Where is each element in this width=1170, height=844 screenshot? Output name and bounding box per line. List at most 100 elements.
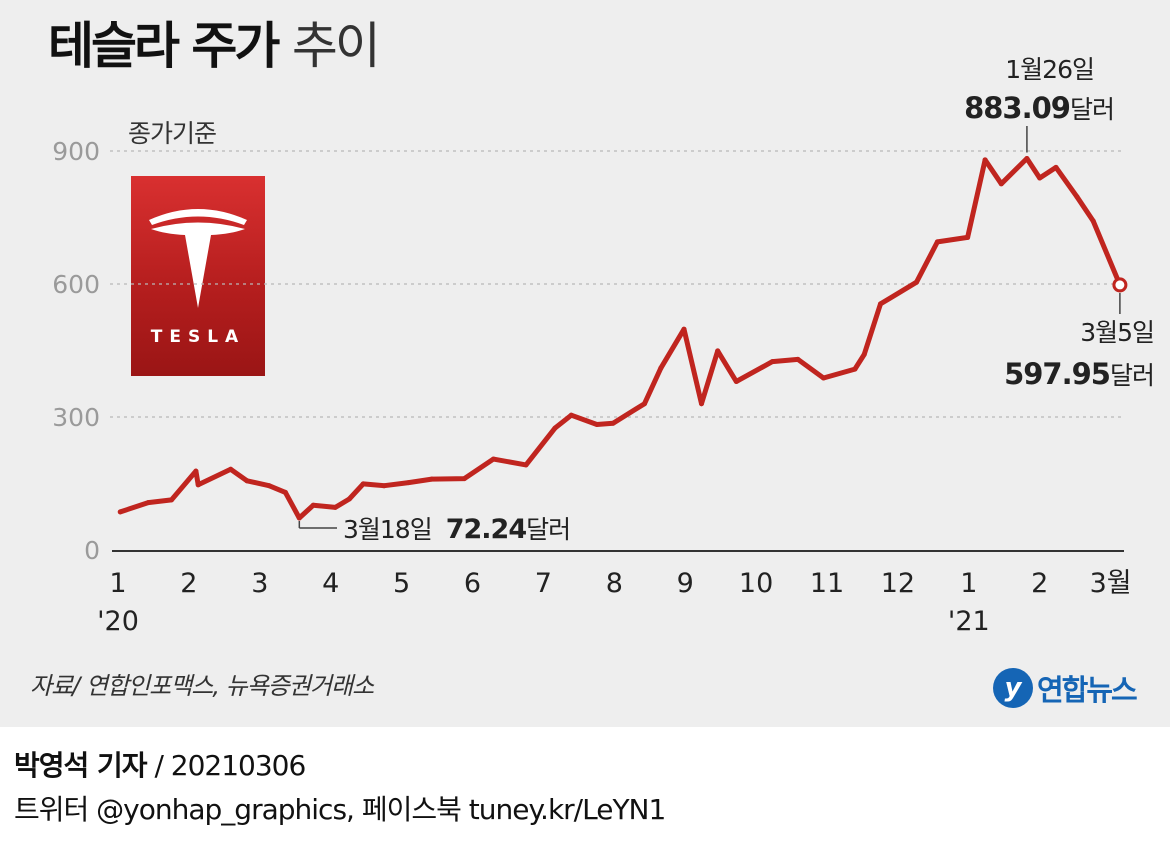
data-point xyxy=(1053,164,1059,170)
data-point xyxy=(461,476,467,482)
data-point xyxy=(965,234,971,240)
data-point xyxy=(642,401,647,407)
series-layer xyxy=(117,156,1128,521)
x-tick-label: 8 xyxy=(606,568,623,599)
data-point xyxy=(852,366,858,372)
data-point xyxy=(594,422,600,427)
title-light: 추이 xyxy=(291,17,381,75)
x-tick-label: 11 xyxy=(810,568,844,599)
data-point xyxy=(406,480,412,486)
byline: 박영석 기자 / 20210306 xyxy=(14,744,307,784)
y-axis-ticks: 0 300 600 900 xyxy=(52,137,100,565)
low-annotation: 3월18일 72.24달러 xyxy=(298,514,571,545)
data-point xyxy=(795,356,801,362)
data-point xyxy=(715,348,721,354)
last-date-label: 3월5일 xyxy=(1080,318,1154,347)
y-tick-label: 0 xyxy=(84,536,100,565)
x-tick-label: 2 xyxy=(180,568,197,599)
x-axis-ticks: 1 2 3 4 5 6 7 8 9 10 11 12 1 2 3월'20'21 xyxy=(97,568,1132,637)
x-tick-label: 9 xyxy=(677,568,694,599)
x-tick-label: 1 xyxy=(960,568,977,599)
last-annotation-text: 597.95달러 xyxy=(1004,357,1154,391)
data-point xyxy=(332,504,338,510)
high-annotation: 1월26일 883.09달러 xyxy=(964,55,1115,153)
social-links: 트위터 @yonhap_graphics, 페이스북 tuney.kr/LeYN… xyxy=(14,793,666,826)
low-value-label: 72.24 xyxy=(446,514,527,545)
data-point xyxy=(552,425,558,431)
data-point xyxy=(193,468,199,474)
y-tick-label: 900 xyxy=(52,137,100,166)
last-value-label: 597.95 xyxy=(1004,357,1110,391)
reporter-name: 박영석 기자 xyxy=(14,749,148,782)
year-label: '21 xyxy=(948,606,990,637)
year-label: '20 xyxy=(97,606,139,637)
data-point xyxy=(1037,175,1043,181)
data-point xyxy=(169,497,174,503)
data-point xyxy=(681,326,687,332)
high-date-label: 1월26일 xyxy=(1005,55,1094,84)
data-point xyxy=(266,483,272,489)
low-date-label: 3월18일 xyxy=(343,515,432,544)
low-unit-label: 달러 xyxy=(526,515,570,544)
data-point xyxy=(145,500,151,506)
y-tick-label: 300 xyxy=(52,403,100,432)
data-point xyxy=(769,359,775,365)
y-tick-label: 600 xyxy=(52,270,100,299)
data-point xyxy=(117,509,123,515)
high-unit-label: 달러 xyxy=(1070,95,1114,124)
last-annotation: 3월5일 597.95달러 xyxy=(1004,292,1155,391)
low-annotation-text: 3월18일 72.24달러 xyxy=(343,514,570,545)
title-strong: 테슬라 주가 xyxy=(48,17,280,75)
high-value-label: 883.09 xyxy=(964,91,1070,125)
data-point xyxy=(310,502,316,508)
data-point xyxy=(523,462,529,468)
x-tick-label: 12 xyxy=(881,568,915,599)
x-tick-label: 4 xyxy=(322,568,339,599)
data-point xyxy=(733,379,739,384)
data-point xyxy=(1074,194,1080,200)
data-point xyxy=(861,352,867,357)
tesla-logo: TESLA xyxy=(131,176,265,376)
data-point xyxy=(296,515,302,521)
data-point xyxy=(346,496,352,502)
page-title: 테슬라 주가 추이 xyxy=(48,14,381,78)
x-tick-label: 7 xyxy=(535,568,552,599)
data-point xyxy=(878,301,883,307)
x-tick-label: 5 xyxy=(393,568,410,599)
yonhap-brand: y 연합뉴스 xyxy=(993,664,1138,712)
basis-label: 종가기준 xyxy=(128,119,217,148)
annotations: 3월18일 72.24달러 1월26일 883.09달러 3월5일 597.95달… xyxy=(298,55,1155,545)
byline-separator: / xyxy=(146,749,171,782)
data-point xyxy=(1024,156,1030,161)
brand-name: 연합뉴스 xyxy=(1037,673,1138,707)
x-tick-label: 3 xyxy=(251,568,268,599)
data-point xyxy=(610,420,616,426)
data-point xyxy=(699,401,704,407)
data-point xyxy=(195,482,201,488)
last-unit-label: 달러 xyxy=(1110,361,1154,390)
tesla-wordmark: TESLA xyxy=(151,327,245,347)
last-point-marker xyxy=(1112,277,1128,293)
data-point xyxy=(244,478,250,484)
data-point xyxy=(568,412,574,418)
data-point xyxy=(934,239,940,245)
data-point xyxy=(282,489,288,495)
x-tick-label: 6 xyxy=(464,568,481,599)
data-point xyxy=(658,365,664,371)
data-point xyxy=(821,375,826,381)
data-point xyxy=(982,157,988,163)
grid-lines xyxy=(110,150,1122,418)
data-point xyxy=(381,483,387,489)
x-tick-label: 3월 xyxy=(1090,568,1132,599)
data-point xyxy=(228,466,234,472)
series-line xyxy=(117,156,1123,521)
tesla-t-icon: TESLA xyxy=(149,209,247,347)
yonhap-logo-icon: y xyxy=(993,668,1033,708)
publish-date: 20210306 xyxy=(170,749,307,782)
x-tick-label: 10 xyxy=(739,568,773,599)
high-annotation-text: 883.09달러 xyxy=(964,91,1114,125)
data-point xyxy=(429,476,435,482)
data-point xyxy=(360,481,366,487)
data-point xyxy=(1090,218,1096,224)
